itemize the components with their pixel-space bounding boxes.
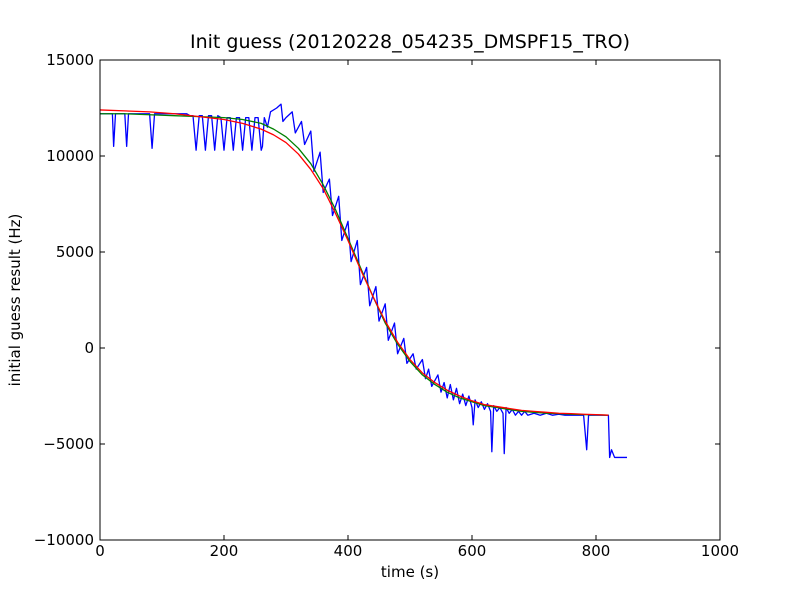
plot-frame (99, 59, 721, 541)
y-tick-label: −10000 (34, 531, 94, 549)
x-tick-label: 0 (95, 542, 105, 560)
y-axis-label: initial guess result (Hz) (6, 214, 24, 387)
x-tick-label: 600 (458, 542, 487, 560)
y-tick-label: 5000 (56, 243, 94, 261)
tick-layer: 0 200 400 600 800 1000 −10000 −5000 0 5000 10000 15… (34, 51, 739, 560)
x-axis-label: time (s) (381, 563, 439, 581)
series-layer (100, 103, 627, 459)
series-line-1 (100, 103, 627, 459)
series-line-2 (100, 113, 609, 416)
y-tick-label: −5000 (43, 435, 94, 453)
x-tick-label: 200 (210, 542, 239, 560)
y-tick-label: 10000 (46, 147, 94, 165)
series-line-3 (100, 109, 609, 416)
y-tick-label: 15000 (46, 51, 94, 69)
x-tick-label: 1000 (701, 542, 739, 560)
chart-title: Init guess (20120228_054235_DMSPF15_TRO) (190, 31, 630, 53)
x-tick-label: 800 (582, 542, 611, 560)
x-tick-label: 400 (334, 542, 363, 560)
y-tick-label: 0 (84, 339, 94, 357)
